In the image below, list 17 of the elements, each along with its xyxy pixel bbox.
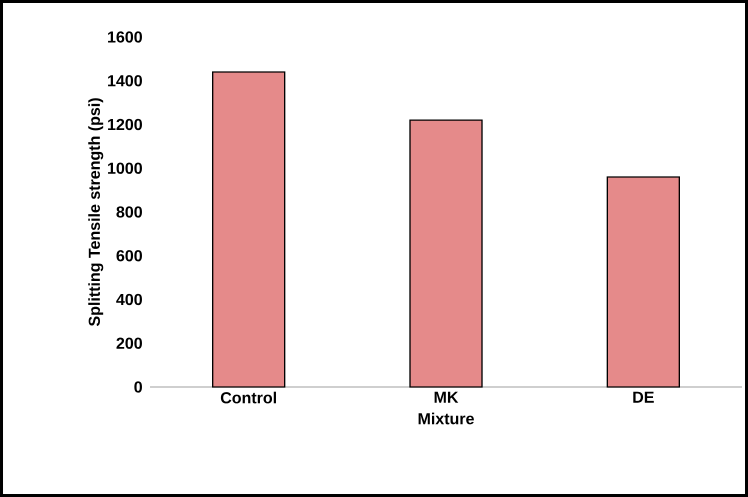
y-tick-label: 800 xyxy=(116,206,142,218)
y-tick-label: 1600 xyxy=(108,31,142,43)
y-axis-title: Splitting Tensile strength (psi) xyxy=(88,98,104,326)
y-tick-label: 400 xyxy=(116,294,142,306)
x-axis-title: Mixture xyxy=(418,412,474,424)
bar xyxy=(212,71,286,388)
y-tick-label: 600 xyxy=(116,250,142,262)
x-tick-label: MK xyxy=(434,392,458,403)
x-tick-label: DE xyxy=(633,392,654,403)
y-tick-label: 0 xyxy=(134,381,142,393)
bar xyxy=(409,119,483,388)
x-tick-label: Control xyxy=(220,392,276,404)
y-tick-label: 200 xyxy=(116,338,142,349)
y-tick-label: 1000 xyxy=(108,162,142,174)
y-tick-label: 1200 xyxy=(108,118,142,130)
y-tick-label: 1400 xyxy=(108,75,142,86)
bar xyxy=(606,176,680,388)
